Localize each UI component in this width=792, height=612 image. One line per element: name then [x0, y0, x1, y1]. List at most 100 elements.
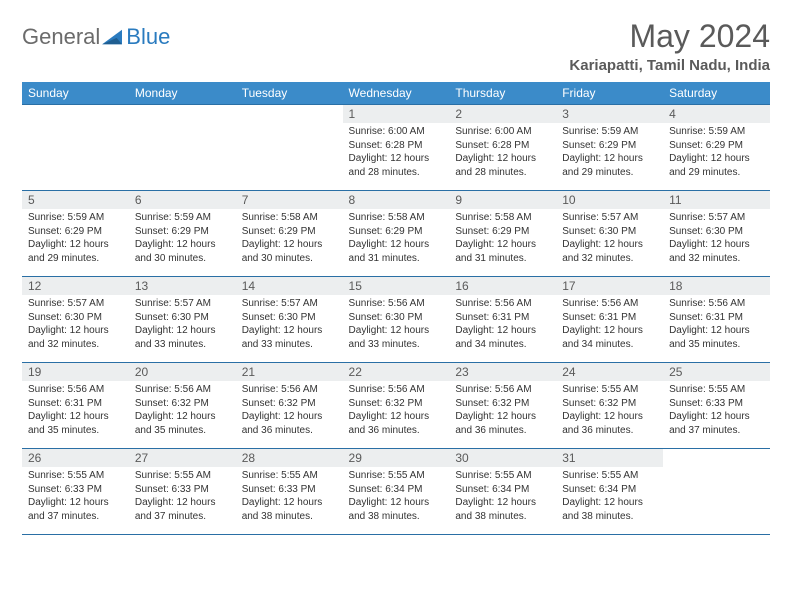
- day-number: 2: [449, 105, 556, 123]
- brand-part2: Blue: [126, 24, 170, 50]
- day-cell: 22Sunrise: 5:56 AMSunset: 6:32 PMDayligh…: [343, 363, 450, 449]
- day-details: Sunrise: 5:57 AMSunset: 6:30 PMDaylight:…: [22, 295, 129, 355]
- day-details: Sunrise: 5:56 AMSunset: 6:31 PMDaylight:…: [663, 295, 770, 355]
- day-details: Sunrise: 5:56 AMSunset: 6:32 PMDaylight:…: [343, 381, 450, 441]
- day-number: 9: [449, 191, 556, 209]
- day-details: Sunrise: 5:55 AMSunset: 6:34 PMDaylight:…: [343, 467, 450, 527]
- day-details: Sunrise: 5:59 AMSunset: 6:29 PMDaylight:…: [129, 209, 236, 269]
- day-details: Sunrise: 5:56 AMSunset: 6:31 PMDaylight:…: [22, 381, 129, 441]
- location-label: Kariapatti, Tamil Nadu, India: [569, 57, 770, 74]
- day-number: 11: [663, 191, 770, 209]
- day-cell: 25Sunrise: 5:55 AMSunset: 6:33 PMDayligh…: [663, 363, 770, 449]
- day-number: 26: [22, 449, 129, 467]
- week-row: 19Sunrise: 5:56 AMSunset: 6:31 PMDayligh…: [22, 363, 770, 449]
- day-cell: 18Sunrise: 5:56 AMSunset: 6:31 PMDayligh…: [663, 277, 770, 363]
- day-details: Sunrise: 5:55 AMSunset: 6:33 PMDaylight:…: [236, 467, 343, 527]
- day-number: 20: [129, 363, 236, 381]
- day-details: Sunrise: 5:58 AMSunset: 6:29 PMDaylight:…: [449, 209, 556, 269]
- calendar-table: SundayMondayTuesdayWednesdayThursdayFrid…: [22, 82, 770, 535]
- day-number: 23: [449, 363, 556, 381]
- day-cell: 14Sunrise: 5:57 AMSunset: 6:30 PMDayligh…: [236, 277, 343, 363]
- day-cell: 21Sunrise: 5:56 AMSunset: 6:32 PMDayligh…: [236, 363, 343, 449]
- day-details: Sunrise: 5:55 AMSunset: 6:33 PMDaylight:…: [663, 381, 770, 441]
- day-number: 1: [343, 105, 450, 123]
- day-number: 21: [236, 363, 343, 381]
- day-cell: 11Sunrise: 5:57 AMSunset: 6:30 PMDayligh…: [663, 191, 770, 277]
- day-details: Sunrise: 5:56 AMSunset: 6:32 PMDaylight:…: [449, 381, 556, 441]
- day-cell: 17Sunrise: 5:56 AMSunset: 6:31 PMDayligh…: [556, 277, 663, 363]
- day-cell: ..: [129, 105, 236, 191]
- week-row: 26Sunrise: 5:55 AMSunset: 6:33 PMDayligh…: [22, 449, 770, 535]
- day-cell: 15Sunrise: 5:56 AMSunset: 6:30 PMDayligh…: [343, 277, 450, 363]
- day-details: Sunrise: 5:56 AMSunset: 6:30 PMDaylight:…: [343, 295, 450, 355]
- day-number: 15: [343, 277, 450, 295]
- day-details: Sunrise: 5:56 AMSunset: 6:31 PMDaylight:…: [556, 295, 663, 355]
- week-row: 5Sunrise: 5:59 AMSunset: 6:29 PMDaylight…: [22, 191, 770, 277]
- day-cell: 2Sunrise: 6:00 AMSunset: 6:28 PMDaylight…: [449, 105, 556, 191]
- dow-cell: Friday: [556, 82, 663, 105]
- day-details: Sunrise: 5:58 AMSunset: 6:29 PMDaylight:…: [343, 209, 450, 269]
- day-cell: 31Sunrise: 5:55 AMSunset: 6:34 PMDayligh…: [556, 449, 663, 535]
- day-cell: 26Sunrise: 5:55 AMSunset: 6:33 PMDayligh…: [22, 449, 129, 535]
- day-details: Sunrise: 5:56 AMSunset: 6:32 PMDaylight:…: [129, 381, 236, 441]
- day-cell: 8Sunrise: 5:58 AMSunset: 6:29 PMDaylight…: [343, 191, 450, 277]
- dow-cell: Thursday: [449, 82, 556, 105]
- day-number: 17: [556, 277, 663, 295]
- day-cell: 24Sunrise: 5:55 AMSunset: 6:32 PMDayligh…: [556, 363, 663, 449]
- day-number: 19: [22, 363, 129, 381]
- day-cell: 28Sunrise: 5:55 AMSunset: 6:33 PMDayligh…: [236, 449, 343, 535]
- day-number: 13: [129, 277, 236, 295]
- day-cell: 10Sunrise: 5:57 AMSunset: 6:30 PMDayligh…: [556, 191, 663, 277]
- brand-triangle-icon: [102, 28, 124, 46]
- week-row: 12Sunrise: 5:57 AMSunset: 6:30 PMDayligh…: [22, 277, 770, 363]
- day-cell: 23Sunrise: 5:56 AMSunset: 6:32 PMDayligh…: [449, 363, 556, 449]
- day-details: Sunrise: 5:55 AMSunset: 6:33 PMDaylight:…: [22, 467, 129, 527]
- day-number: 25: [663, 363, 770, 381]
- day-number: 4: [663, 105, 770, 123]
- day-number: 31: [556, 449, 663, 467]
- day-details: Sunrise: 5:55 AMSunset: 6:34 PMDaylight:…: [556, 467, 663, 527]
- day-number: 5: [22, 191, 129, 209]
- day-of-week-header: SundayMondayTuesdayWednesdayThursdayFrid…: [22, 82, 770, 105]
- day-details: Sunrise: 5:57 AMSunset: 6:30 PMDaylight:…: [663, 209, 770, 269]
- day-details: Sunrise: 5:59 AMSunset: 6:29 PMDaylight:…: [663, 123, 770, 183]
- brand-part1: General: [22, 24, 100, 50]
- day-cell: 9Sunrise: 5:58 AMSunset: 6:29 PMDaylight…: [449, 191, 556, 277]
- day-number: 6: [129, 191, 236, 209]
- day-cell: 7Sunrise: 5:58 AMSunset: 6:29 PMDaylight…: [236, 191, 343, 277]
- day-details: Sunrise: 5:55 AMSunset: 6:33 PMDaylight:…: [129, 467, 236, 527]
- title-block: May 2024 Kariapatti, Tamil Nadu, India: [569, 18, 770, 74]
- day-details: Sunrise: 5:57 AMSunset: 6:30 PMDaylight:…: [129, 295, 236, 355]
- day-cell: ..: [663, 449, 770, 535]
- brand-logo: General Blue: [22, 18, 170, 50]
- day-cell: 29Sunrise: 5:55 AMSunset: 6:34 PMDayligh…: [343, 449, 450, 535]
- day-details: Sunrise: 6:00 AMSunset: 6:28 PMDaylight:…: [343, 123, 450, 183]
- week-row: ......1Sunrise: 6:00 AMSunset: 6:28 PMDa…: [22, 105, 770, 191]
- header: General Blue May 2024 Kariapatti, Tamil …: [22, 18, 770, 74]
- day-number: 3: [556, 105, 663, 123]
- day-cell: 16Sunrise: 5:56 AMSunset: 6:31 PMDayligh…: [449, 277, 556, 363]
- dow-cell: Monday: [129, 82, 236, 105]
- day-details: Sunrise: 5:56 AMSunset: 6:32 PMDaylight:…: [236, 381, 343, 441]
- day-number: 28: [236, 449, 343, 467]
- day-cell: 19Sunrise: 5:56 AMSunset: 6:31 PMDayligh…: [22, 363, 129, 449]
- day-details: Sunrise: 5:58 AMSunset: 6:29 PMDaylight:…: [236, 209, 343, 269]
- dow-cell: Wednesday: [343, 82, 450, 105]
- day-cell: ..: [236, 105, 343, 191]
- day-number: 7: [236, 191, 343, 209]
- day-cell: 4Sunrise: 5:59 AMSunset: 6:29 PMDaylight…: [663, 105, 770, 191]
- day-number: 8: [343, 191, 450, 209]
- day-details: Sunrise: 5:57 AMSunset: 6:30 PMDaylight:…: [556, 209, 663, 269]
- day-number: 18: [663, 277, 770, 295]
- dow-cell: Sunday: [22, 82, 129, 105]
- day-details: Sunrise: 5:55 AMSunset: 6:32 PMDaylight:…: [556, 381, 663, 441]
- day-number: 14: [236, 277, 343, 295]
- day-cell: 27Sunrise: 5:55 AMSunset: 6:33 PMDayligh…: [129, 449, 236, 535]
- day-cell: 30Sunrise: 5:55 AMSunset: 6:34 PMDayligh…: [449, 449, 556, 535]
- day-number: 27: [129, 449, 236, 467]
- day-details: Sunrise: 5:59 AMSunset: 6:29 PMDaylight:…: [22, 209, 129, 269]
- day-number: 24: [556, 363, 663, 381]
- day-number: 16: [449, 277, 556, 295]
- day-details: Sunrise: 5:57 AMSunset: 6:30 PMDaylight:…: [236, 295, 343, 355]
- day-details: Sunrise: 5:59 AMSunset: 6:29 PMDaylight:…: [556, 123, 663, 183]
